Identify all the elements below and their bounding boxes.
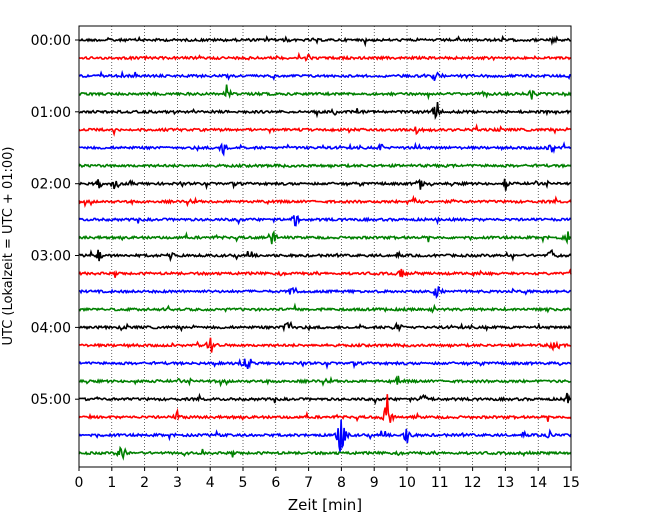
trace-line-22	[78, 419, 572, 452]
y-tick-label: 05:00	[31, 392, 71, 408]
x-tick-label: 4	[206, 475, 215, 491]
trace-line-16	[78, 320, 572, 333]
x-tick-label: 1	[107, 475, 116, 491]
y-tick-label: 00:00	[31, 33, 71, 49]
trace-line-19	[78, 375, 572, 388]
x-tick-label: 2	[140, 475, 149, 491]
plot-background	[79, 26, 571, 467]
trace-line-17	[78, 337, 572, 353]
trace-line-20	[78, 392, 572, 406]
x-tick-label: 13	[496, 475, 514, 491]
trace-line-18	[78, 358, 572, 370]
plot-frame	[78, 25, 572, 468]
x-tick-label: 10	[398, 475, 416, 491]
y-axis-label: UTC (Lokalzeit = UTC + 01:00)	[1, 147, 16, 346]
trace-line-1	[78, 51, 572, 62]
trace-line-15	[78, 302, 572, 314]
y-tick-label: 02:00	[31, 177, 71, 193]
trace-line-3	[78, 84, 572, 101]
trace-line-6	[78, 141, 572, 157]
x-axis-label: Zeit [min]	[288, 496, 362, 514]
trace-group	[78, 34, 572, 461]
trace-line-23	[78, 445, 572, 461]
trace-line-5	[78, 123, 572, 137]
x-tick-label: 9	[370, 475, 379, 491]
x-tick-label: 7	[304, 475, 313, 491]
x-tick-label: 0	[75, 475, 84, 491]
trace-line-13	[78, 268, 572, 278]
x-tick-label: 15	[562, 475, 580, 491]
trace-line-11	[78, 229, 572, 245]
x-tick-label: 8	[337, 475, 346, 491]
y-tick-label: 03:00	[31, 249, 71, 265]
trace-line-7	[78, 162, 572, 169]
trace-line-12	[78, 248, 572, 263]
x-tick-label: 12	[464, 475, 482, 491]
x-axis: 0 1 2 3 4 5 6 7 8 9 10 11 12 13 14 15	[75, 467, 580, 491]
trace-line-21	[78, 394, 572, 423]
y-tick-label: 04:00	[31, 320, 71, 336]
x-tick-label: 3	[173, 475, 182, 491]
x-tick-label: 5	[239, 475, 248, 491]
x-tick-label: 11	[431, 475, 449, 491]
x-tick-label: 6	[271, 475, 280, 491]
trace-line-14	[78, 286, 572, 300]
trace-line-4	[78, 102, 572, 121]
x-tick-label: 14	[529, 475, 547, 491]
trace-line-10	[78, 215, 572, 227]
y-axis: 00:00 01:00 02:00 03:00 04:00 05:00	[31, 33, 79, 408]
trace-line-2	[78, 69, 571, 82]
trace-line-8	[78, 178, 572, 191]
trace-line-0	[78, 34, 571, 48]
y-tick-label: 01:00	[31, 105, 71, 121]
trace-line-9	[78, 194, 572, 208]
